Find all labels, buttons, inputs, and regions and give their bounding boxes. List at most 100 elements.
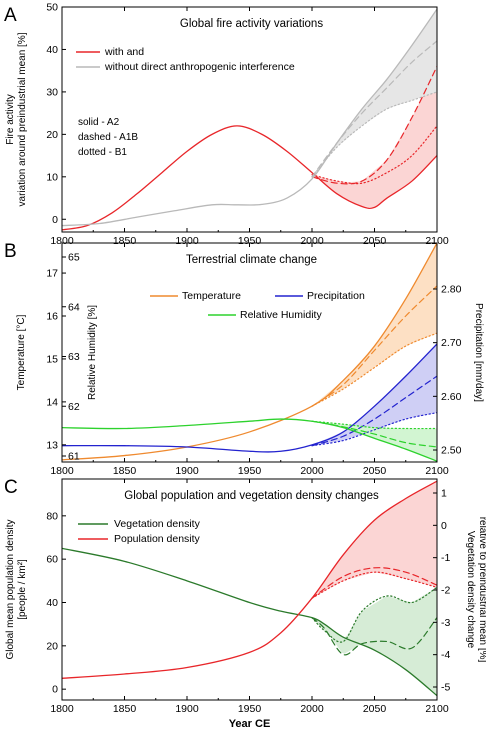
panel-title: Global fire activity variations: [180, 18, 323, 30]
inner-tick-label: 63: [68, 351, 80, 363]
x-tick-label: 2000: [300, 235, 324, 247]
series-relative-humidity-solid: [62, 418, 437, 462]
right-axis-title: Vegetation density change: [465, 531, 476, 649]
right-axis-title: Precipitation [mm/day]: [473, 303, 484, 402]
x-tick-label: 1850: [113, 465, 137, 477]
envelope-relative-humidity: [312, 421, 437, 462]
x-tick-label: 2000: [300, 703, 324, 715]
y-tick-label: 30: [46, 86, 58, 98]
legend: Temperature Precipitation Relative Humidit…: [150, 290, 365, 321]
scenario-note: solid - A2: [78, 117, 120, 128]
series-without-direct-anthropogenic-interference-dotted: [311, 91, 437, 178]
envelope-population-density: [312, 481, 437, 599]
inner-axis-title: Relative Humidity [%]: [87, 305, 98, 400]
inner-tick-label: 64: [68, 301, 80, 313]
right-tick-label: -5: [441, 682, 450, 694]
right-tick-label: -4: [441, 649, 450, 661]
plot-area: [62, 243, 437, 462]
x-tick-label: 1800: [50, 235, 74, 247]
panel-letter: A: [4, 5, 17, 26]
right-axis-title-2: relative to preindustrial mean [%]: [477, 517, 486, 663]
right-tick-label: 2.80: [441, 284, 462, 296]
y-tick-label: 60: [46, 554, 58, 566]
series-relative-humidity-dotted: [311, 420, 437, 430]
legend-label: without direct anthropogenic interferenc…: [104, 61, 295, 73]
envelope-without-direct-anthropogenic-interference: [312, 9, 437, 179]
series-precipitation-solid: [62, 343, 437, 453]
y-tick-label: 40: [46, 44, 58, 56]
envelope-with-and: [312, 66, 437, 208]
legend-label: Temperature: [182, 290, 241, 302]
x-tick-label: 1950: [238, 703, 262, 715]
x-tick-label: 1950: [238, 235, 262, 247]
x-tick-label: 1900: [175, 235, 199, 247]
y-axis-title: Fire activity: [5, 94, 16, 145]
y-axis-title-2: [people / km²]: [17, 559, 28, 620]
y-tick-label: 20: [46, 129, 58, 141]
series-vegetation-density-dotted: [311, 586, 437, 643]
legend-label: with and: [104, 46, 144, 58]
series-precipitation-dotted: [311, 412, 437, 447]
y-tick-label: 14: [46, 396, 58, 408]
legend-label: Vegetation density: [114, 518, 201, 530]
plot-area: [62, 8, 437, 231]
series-with-and-dotted: [311, 125, 437, 185]
x-tick-label: 1800: [50, 465, 74, 477]
right-tick-label: 1: [441, 488, 447, 500]
y-tick-label: 0: [52, 214, 58, 226]
panel-title: Terrestrial climate change: [186, 254, 317, 266]
series-with-and-solid: [62, 125, 437, 231]
y-tick-label: 17: [46, 268, 58, 280]
right-tick-label: -3: [441, 617, 450, 629]
panel-letter: C: [4, 477, 18, 498]
panel-a: 1800 1850 1900 1950 2000 2050 2100 0 10 20 30 40 50 A…: [4, 2, 449, 248]
x-tick-label: 2050: [363, 465, 387, 477]
x-tick-label: 1850: [113, 235, 137, 247]
y-tick-label: 20: [46, 640, 58, 652]
series-without-direct-anthropogenic-interference-dashed: [311, 40, 437, 178]
panel-c: 1800 1850 1900 1950 2000 2050 2100 0 20 40 60 80 C Gl…: [4, 477, 486, 715]
inner-tick-label: 62: [68, 401, 80, 413]
y-tick-label: 15: [46, 353, 58, 365]
right-tick-label: -1: [441, 552, 450, 564]
series-vegetation-density-dashed: [311, 617, 437, 656]
y-axis-title: Global mean population density: [5, 519, 16, 659]
scenario-note: dotted - B1: [78, 147, 127, 158]
y-axis-title: Temperature [°C]: [16, 314, 27, 390]
x-tick-label: 1900: [175, 465, 199, 477]
y-tick-label: 16: [46, 311, 58, 323]
x-tick-label: 1900: [175, 703, 199, 715]
y-tick-label: 80: [46, 510, 58, 522]
x-tick-label: 1950: [238, 465, 262, 477]
right-tick-label: 2.50: [441, 445, 462, 457]
legend: with and without direct anthropogenic int…: [76, 46, 295, 73]
y-tick-label: 13: [46, 439, 58, 451]
x-tick-label: 1800: [50, 703, 74, 715]
x-tick-label: 1850: [113, 703, 137, 715]
plot-frame: [61, 478, 438, 701]
legend-label: Population density: [114, 533, 201, 545]
legend-label: Precipitation: [307, 290, 365, 302]
x-tick-label: 2100: [425, 465, 449, 477]
y-axis-title-2: variation around preindustrial mean [%]: [17, 32, 28, 206]
series-population-density-dashed: [311, 567, 437, 599]
envelope-temperature: [312, 243, 437, 407]
series-precipitation-dashed: [311, 375, 437, 447]
series-relative-humidity-dashed: [311, 420, 437, 448]
scenario-note: dashed - A1B: [78, 132, 138, 143]
y-tick-label: 50: [46, 2, 58, 14]
series-population-density-dotted: [311, 571, 437, 599]
legend-label: Relative Humidity: [240, 309, 322, 321]
x-tick-label: 2050: [363, 235, 387, 247]
x-tick-label: 2100: [425, 235, 449, 247]
right-tick-label: 0: [441, 520, 447, 532]
inner-tick-label: 61: [68, 451, 80, 463]
plot-area: [62, 480, 437, 697]
right-tick-label: 2.70: [441, 337, 462, 349]
right-tick-label: 2.60: [441, 391, 462, 403]
series-without-direct-anthropogenic-interference-solid: [62, 8, 437, 227]
right-tick-label: -2: [441, 585, 450, 597]
panel-letter: B: [4, 241, 17, 262]
y-tick-label: 0: [52, 684, 58, 696]
